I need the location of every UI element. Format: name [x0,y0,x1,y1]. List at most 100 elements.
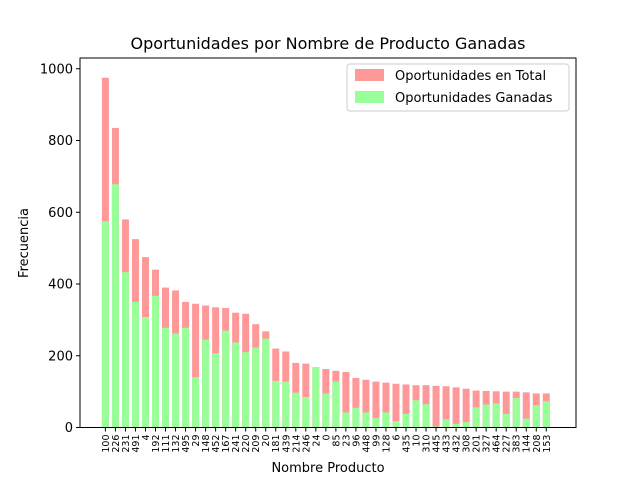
bar-total-128 [382,382,390,428]
legend-label-won: Oportunidades Ganadas [395,91,553,106]
x-tick-label: 181 [271,435,282,453]
x-tick-label: 308 [462,435,473,453]
bar-won-448 [362,412,370,428]
bar-won-132 [172,333,180,428]
legend-label-total: Oportunidades en Total [395,69,546,84]
x-tick-label: 452 [211,435,222,453]
bar-won-10 [412,400,420,428]
bar-won-327 [482,404,490,428]
x-tick-label: 153 [542,435,553,453]
y-tick-label: 1000 [40,62,73,77]
x-tick-label: 85 [331,435,342,447]
y-axis-label: Frecuencia [17,208,32,278]
plot-frame [79,57,577,428]
x-tick-label: 6 [391,435,402,441]
x-tick-label: 432 [452,435,463,453]
bar-total-435 [402,384,410,428]
bar-won-310 [422,404,430,428]
x-tick-label: 10 [412,435,423,447]
y-tick-label: 600 [48,206,73,221]
x-tick-label: 327 [482,435,493,453]
bar-won-24 [312,367,320,428]
bar-won-167 [222,330,230,428]
x-tick-label: 439 [281,435,292,453]
x-tick-label: 226 [111,435,122,453]
x-tick-label: 167 [221,435,232,453]
bar-won-246 [302,397,310,428]
bar-won-144 [522,418,530,428]
y-axis-ticks: 0 200 400 600 800 1000 [40,62,80,436]
x-tick-label: 495 [181,435,192,453]
x-tick-label: 99 [371,435,382,447]
bar-won-201 [472,407,480,428]
bar-total-445 [432,385,440,428]
bar-total-227 [502,391,510,428]
bar-won-383 [512,398,520,428]
bar-won-209 [252,347,260,428]
x-tick-label: 144 [522,435,533,453]
bar-won-192 [152,295,159,428]
legend-swatch-total [355,69,384,81]
bar-won-111 [162,327,170,428]
bar-total-29 [192,303,200,428]
bar-won-220 [242,352,250,428]
x-tick-label: 310 [422,435,433,453]
x-tick-label: 96 [351,435,362,447]
bar-won-432 [452,423,460,428]
bar-total-432 [452,387,460,428]
x-tick-label: 220 [241,435,252,453]
bar-won-4 [141,317,149,428]
x-axis-label: Nombre Producto [271,461,384,476]
bar-won-435 [402,413,410,428]
bar-won-495 [182,327,190,428]
bar-won-214 [292,392,300,428]
bar-won-452 [212,353,220,428]
series-won-bars [101,184,550,428]
bar-won-29 [192,377,200,428]
x-tick-label: 4 [141,435,152,441]
x-tick-label: 100 [101,435,112,453]
chart-title: Oportunidades por Nombre de Producto Gan… [131,34,526,53]
bar-total-99 [372,381,380,428]
bar-total-433 [442,386,450,428]
bar-won-128 [382,412,390,428]
x-tick-label: 246 [301,435,312,453]
y-tick-label: 0 [65,421,73,436]
bar-total-448 [362,379,370,428]
x-tick-label: 227 [502,435,513,453]
bar-won-85 [332,381,340,428]
y-tick-label: 400 [48,278,73,293]
bar-won-153 [542,401,550,428]
x-tick-label: 24 [311,435,322,447]
x-tick-label: 208 [532,435,543,453]
bar-won-99 [372,418,380,428]
x-tick-label: 231 [121,435,132,453]
bar-total-308 [462,388,470,428]
x-tick-label: 111 [161,435,172,453]
bar-won-100 [101,221,109,428]
x-tick-label: 433 [442,435,453,453]
bar-total-96 [352,377,360,428]
x-tick-label: 464 [492,435,503,453]
bar-won-445 [432,426,440,428]
x-tick-label: 148 [201,435,212,453]
x-tick-label: 20 [261,435,272,447]
bar-won-439 [282,381,290,428]
bar-won-208 [532,405,540,428]
bar-total-246 [302,363,310,428]
bar-won-308 [462,422,470,428]
bar-won-23 [342,412,350,428]
bar-won-20 [262,338,270,428]
y-tick-label: 200 [48,349,73,364]
x-tick-label: 448 [361,435,372,453]
axes [79,57,577,428]
x-axis-ticks: 100 226 231 491 4 192 111 132 495 29 148 452 167 241 2… [101,427,553,453]
x-tick-label: 192 [151,435,162,453]
bar-won-0 [322,393,330,428]
bar-won-491 [131,301,139,428]
x-tick-label: 445 [432,435,443,453]
legend-swatch-won [355,91,384,103]
x-tick-label: 128 [381,435,392,453]
y-tick-label: 800 [48,134,73,149]
